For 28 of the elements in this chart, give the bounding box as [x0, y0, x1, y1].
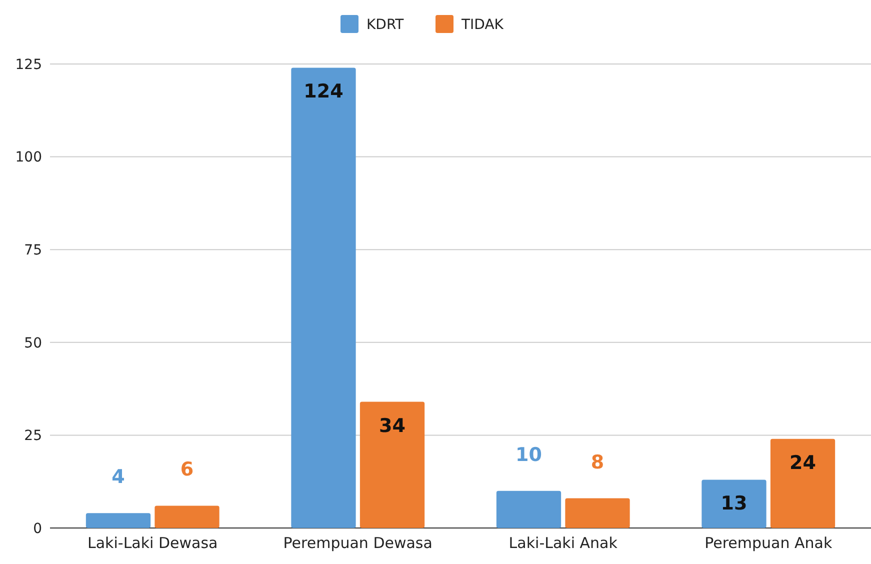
- data-label: 8: [590, 451, 604, 474]
- bar: [565, 498, 630, 528]
- data-label: 34: [379, 414, 406, 437]
- data-label: 10: [516, 444, 542, 466]
- data-label: 24: [790, 452, 816, 474]
- y-tick-label: 0: [33, 520, 42, 537]
- bar: [154, 506, 220, 528]
- y-tick-label: 125: [15, 56, 42, 73]
- data-label: 124: [304, 80, 344, 103]
- y-tick-label: 100: [15, 150, 42, 166]
- bar: [770, 438, 836, 528]
- legend-label: TIDAK: [460, 16, 504, 33]
- x-tick-label: Laki-Laki Dewasa: [88, 534, 218, 552]
- bar: [496, 490, 562, 528]
- x-tick-label: Perempuan Anak: [704, 534, 832, 552]
- data-label: 4: [112, 466, 125, 488]
- y-tick-label: 25: [24, 428, 42, 444]
- y-tick-label: 75: [24, 242, 42, 258]
- data-label: 6: [180, 458, 194, 481]
- x-tick-label: Perempuan Dewasa: [283, 534, 432, 552]
- bar: [86, 513, 151, 528]
- bar: [360, 402, 425, 528]
- bar: [291, 68, 356, 528]
- y-tick-label: 50: [24, 335, 42, 352]
- legend-label: KDRT: [366, 16, 404, 33]
- x-tick-label: Laki-Laki Anak: [508, 534, 618, 552]
- bar: [702, 480, 766, 528]
- data-label: 13: [720, 492, 748, 515]
